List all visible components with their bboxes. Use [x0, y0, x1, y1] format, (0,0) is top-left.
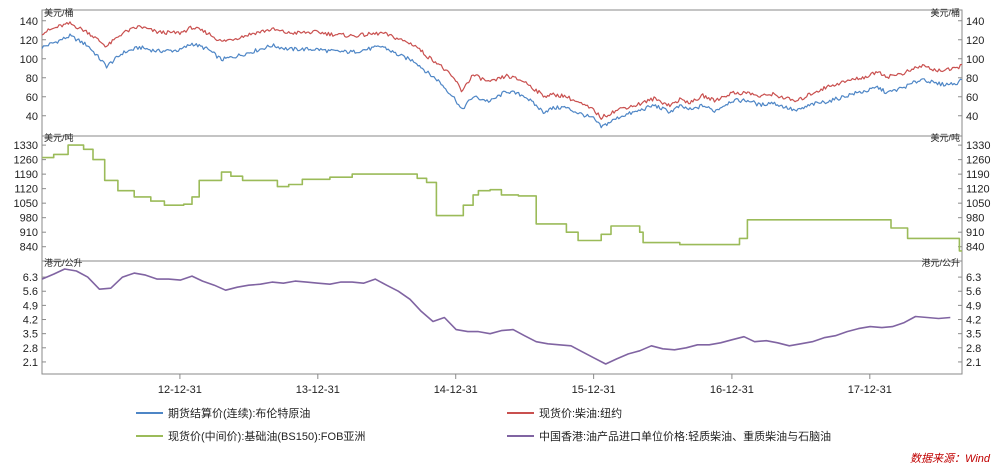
y-tick-label-left: 140	[20, 16, 38, 28]
series-line-3-1	[41, 268, 951, 365]
y-tick-label-right: 840	[966, 242, 984, 254]
y-tick-label-right: 4.9	[966, 300, 981, 312]
x-tick-label: 12-12-31	[158, 384, 202, 396]
panel-2-unit-left: 美元/吨	[44, 132, 74, 143]
y-tick-label-left: 80	[26, 73, 38, 85]
y-tick-label-right: 1190	[966, 169, 990, 181]
y-tick-label-right: 1120	[966, 184, 990, 196]
y-tick-label-right: 5.6	[966, 286, 981, 298]
y-tick-label-right: 4.2	[966, 315, 981, 327]
y-tick-label-left: 5.6	[23, 286, 38, 298]
panel-3-frame	[41, 260, 963, 375]
y-tick-label-left: 4.2	[23, 315, 38, 327]
y-tick-label-right: 140	[966, 16, 984, 28]
y-tick-label-left: 3.5	[23, 329, 38, 341]
panel-1-unit-left: 美元/桶	[44, 7, 74, 18]
y-tick-label-right: 1050	[966, 198, 990, 210]
y-tick-label-right: 1260	[966, 155, 990, 167]
y-tick-label-right: 1330	[966, 140, 990, 152]
series-lines	[41, 21, 963, 365]
y-tick-label-left: 2.1	[23, 357, 38, 369]
y-tick-label-left: 1260	[14, 155, 38, 167]
y-tick-label-left: 100	[20, 54, 38, 66]
y-tick-label-left: 910	[20, 227, 38, 239]
y-tick-label-left: 4.9	[23, 300, 38, 312]
y-tick-label-left: 40	[26, 111, 38, 123]
legend-label-diesel-ny: 现货价:柴油:纽约	[539, 406, 622, 420]
legend: 期货结算价(连续):布伦特原油 现货价:柴油:纽约 现货价(中间价):基础油(B…	[136, 406, 831, 443]
y-tick-label-right: 910	[966, 227, 984, 239]
x-tick-label: 14-12-31	[434, 384, 478, 396]
panel-1-unit-right: 美元/桶	[930, 7, 960, 18]
x-tick-label: 13-12-31	[296, 384, 340, 396]
y-tick-label-left: 60	[26, 92, 38, 104]
x-tick-label: 17-12-31	[848, 384, 892, 396]
x-tick-label: 16-12-31	[710, 384, 754, 396]
y-tick-label-right: 980	[966, 213, 984, 225]
legend-label-base-oil: 现货价(中间价):基础油(BS150):FOB亚洲	[168, 429, 365, 443]
x-tick-label: 15-12-31	[572, 384, 616, 396]
x-axis: 12-12-31 13-12-31 14-12-31 15-12-31 16-12-31…	[158, 374, 892, 396]
source-note: 数据来源：Wind	[910, 452, 991, 465]
legend-label-brent: 期货结算价(连续):布伦特原油	[168, 406, 310, 420]
series-line-1-2	[41, 21, 963, 120]
y-tick-label-left: 1120	[14, 184, 38, 196]
y-tick-label-left: 980	[20, 213, 38, 225]
panel-3-unit-left: 港元/公升	[44, 257, 83, 268]
y-tick-label-left: 840	[20, 242, 38, 254]
panel-2-frame	[41, 135, 963, 262]
y-tick-label-right: 120	[966, 35, 984, 47]
y-tick-label-left: 1050	[14, 198, 38, 210]
y-tick-label-right: 100	[966, 54, 984, 66]
y-tick-label-right: 80	[966, 73, 978, 85]
y-tick-label-right: 2.8	[966, 343, 981, 355]
panel-3-unit-right: 港元/公升	[921, 257, 960, 268]
y-tick-label-right: 2.1	[966, 357, 981, 369]
series-line-2-1	[42, 144, 962, 252]
y-tick-label-left: 1190	[14, 169, 38, 181]
y-tick-label-right: 3.5	[966, 329, 981, 341]
axis-ticks: 40 40 60 60 80 80 100 100 120 120 140 140 840 840 910 9…	[14, 16, 991, 369]
y-tick-label-left: 1330	[14, 140, 38, 152]
y-tick-label-left: 120	[20, 35, 38, 47]
y-tick-label-right: 60	[966, 92, 978, 104]
y-tick-label-right: 6.3	[966, 272, 981, 284]
panel-1-frame	[41, 9, 963, 137]
y-tick-label-right: 40	[966, 111, 978, 123]
y-tick-label-left: 2.8	[23, 343, 38, 355]
y-tick-label-left: 6.3	[23, 272, 38, 284]
panel-2-unit-right: 美元/吨	[930, 132, 960, 143]
series-line-1-1	[41, 33, 963, 129]
legend-label-hk-oil: 中国香港:油产品进口单位价格:轻质柴油、重质柴油与石脑油	[539, 429, 831, 443]
